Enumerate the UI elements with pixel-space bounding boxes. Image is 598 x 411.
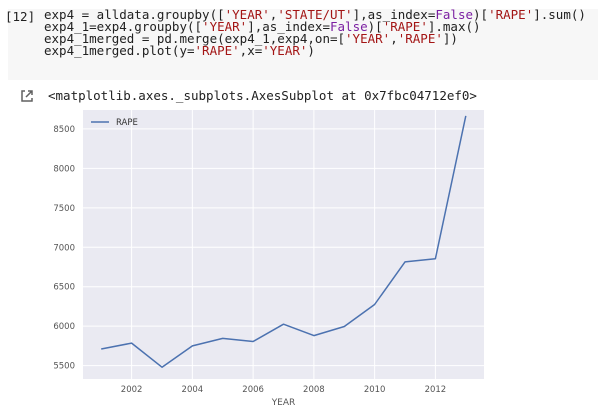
x-axis-label: YEAR [271, 398, 296, 408]
x-tick-label: 2002 [121, 385, 143, 395]
code-text: exp4_1=exp4.groupby([ [44, 19, 203, 34]
plot-area [83, 110, 484, 379]
code-text: )[ [367, 19, 383, 34]
code-string: 'RAPE' [382, 19, 428, 34]
code-text: ].sum() [533, 7, 586, 22]
code-text: ]) [442, 31, 458, 46]
code-text: ) [307, 43, 315, 58]
code-string: 'RAPE' [397, 31, 443, 46]
code-keyword: False [330, 19, 368, 34]
code-editor[interactable]: exp4 = alldata.groupby(['YEAR','STATE/UT… [44, 7, 586, 58]
code-string: 'YEAR' [202, 19, 248, 34]
code-text: , [269, 7, 278, 22]
code-line[interactable]: exp4_1merged = pd.merge(exp4_1,exp4,on=[… [44, 31, 458, 46]
code-text: exp4_1merged.plot(y= [44, 43, 195, 58]
code-string: 'RAPE' [488, 7, 534, 22]
output-text: <matplotlib.axes._subplots.AxesSubplot a… [48, 88, 477, 103]
y-tick-label: 5500 [53, 362, 75, 372]
code-string: 'STATE/UT' [277, 7, 353, 22]
x-tick-label: 2012 [425, 385, 447, 395]
code-line[interactable]: exp4_1=exp4.groupby(['YEAR'],as_index=Fa… [44, 19, 481, 34]
code-text: , [390, 31, 398, 46]
code-string: 'YEAR' [345, 31, 391, 46]
code-line[interactable]: exp4_1merged.plot(y='RAPE',x='YEAR') [44, 43, 315, 58]
code-string: 'RAPE' [194, 43, 240, 58]
code-text: ,x= [239, 43, 263, 58]
cell-prompt: [12] [5, 9, 36, 24]
code-text: )[ [473, 7, 489, 22]
code-cell[interactable] [8, 9, 598, 80]
y-tick-label: 6500 [53, 283, 75, 293]
x-tick-label: 2004 [182, 385, 204, 395]
code-string: 'YEAR' [224, 7, 270, 22]
y-tick-label: 7000 [53, 243, 75, 253]
code-text: ],as_index= [352, 7, 436, 22]
y-tick-label: 8000 [53, 164, 75, 174]
code-string: 'YEAR' [262, 43, 308, 58]
series-line-rape [101, 115, 467, 368]
code-text: ],as_index= [247, 19, 330, 34]
x-tick-label: 2008 [303, 385, 325, 395]
y-tick-label: 7500 [53, 204, 75, 214]
x-tick-label: 2010 [364, 385, 386, 395]
code-text: exp4 = alldata.groupby([ [44, 7, 225, 22]
y-tick-label: 6000 [53, 322, 75, 332]
code-text: exp4_1merged = pd.merge(exp4_1,exp4,on=[ [44, 31, 346, 46]
x-tick-label: 2006 [242, 385, 264, 395]
code-keyword: False [435, 7, 474, 22]
legend-label: RAPE [116, 118, 138, 128]
code-line[interactable]: exp4 = alldata.groupby(['YEAR','STATE/UT… [44, 7, 586, 22]
output-redirect-icon[interactable] [20, 89, 34, 103]
code-text: ].max() [427, 19, 481, 34]
y-tick-label: 8500 [53, 125, 75, 135]
